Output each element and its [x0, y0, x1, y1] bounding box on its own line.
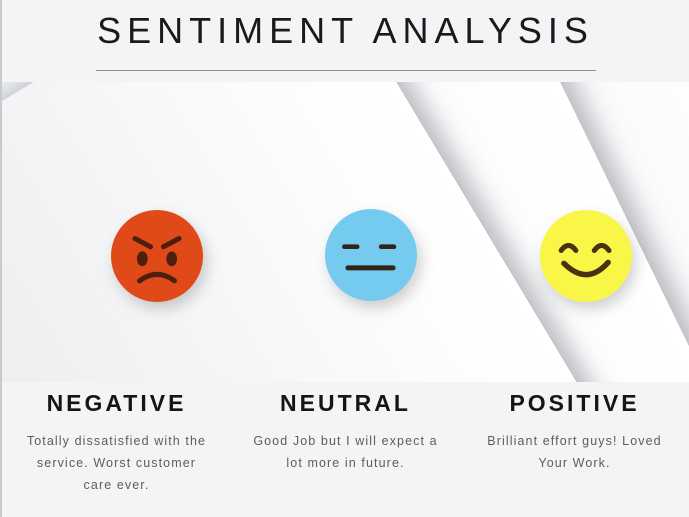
sentiment-graphic: [2, 81, 689, 382]
negative-column: NEGATIVE Totally dissatisfied with the s…: [2, 390, 231, 497]
happy-face-icon: [540, 209, 632, 302]
neutral-face-icon: [325, 208, 417, 301]
positive-column: POSITIVE Brilliant effort guys! Loved Yo…: [460, 390, 689, 497]
neutral-heading: NEUTRAL: [280, 389, 411, 416]
description-line: Totally dissatisfied with the: [26, 433, 207, 448]
description-line: Good Job but I will expect a: [253, 433, 438, 448]
neutral-column: NEUTRAL Good Job but I will expect a lot…: [231, 390, 460, 497]
description-line: Your Work.: [538, 456, 611, 471]
positive-heading: POSITIVE: [509, 389, 640, 416]
header: SENTIMENT ANALYSIS: [2, 0, 689, 71]
labels-section: NEGATIVE Totally dissatisfied with the s…: [2, 390, 689, 497]
description-line: care ever.: [83, 478, 150, 493]
description-line: Brilliant effort guys! Loved: [487, 433, 662, 448]
title-divider: [95, 69, 596, 71]
description-line: lot more in future.: [286, 456, 405, 471]
angry-face-icon: [111, 209, 203, 302]
negative-description: Totally dissatisfied with the service. W…: [14, 430, 219, 497]
description-line: service. Worst customer: [36, 456, 197, 471]
neutral-description: Good Job but I will expect a lot more in…: [243, 430, 448, 475]
positive-description: Brilliant effort guys! Loved Your Work.: [472, 430, 677, 475]
negative-heading: NEGATIVE: [46, 389, 187, 416]
page-title: SENTIMENT ANALYSIS: [97, 10, 594, 51]
